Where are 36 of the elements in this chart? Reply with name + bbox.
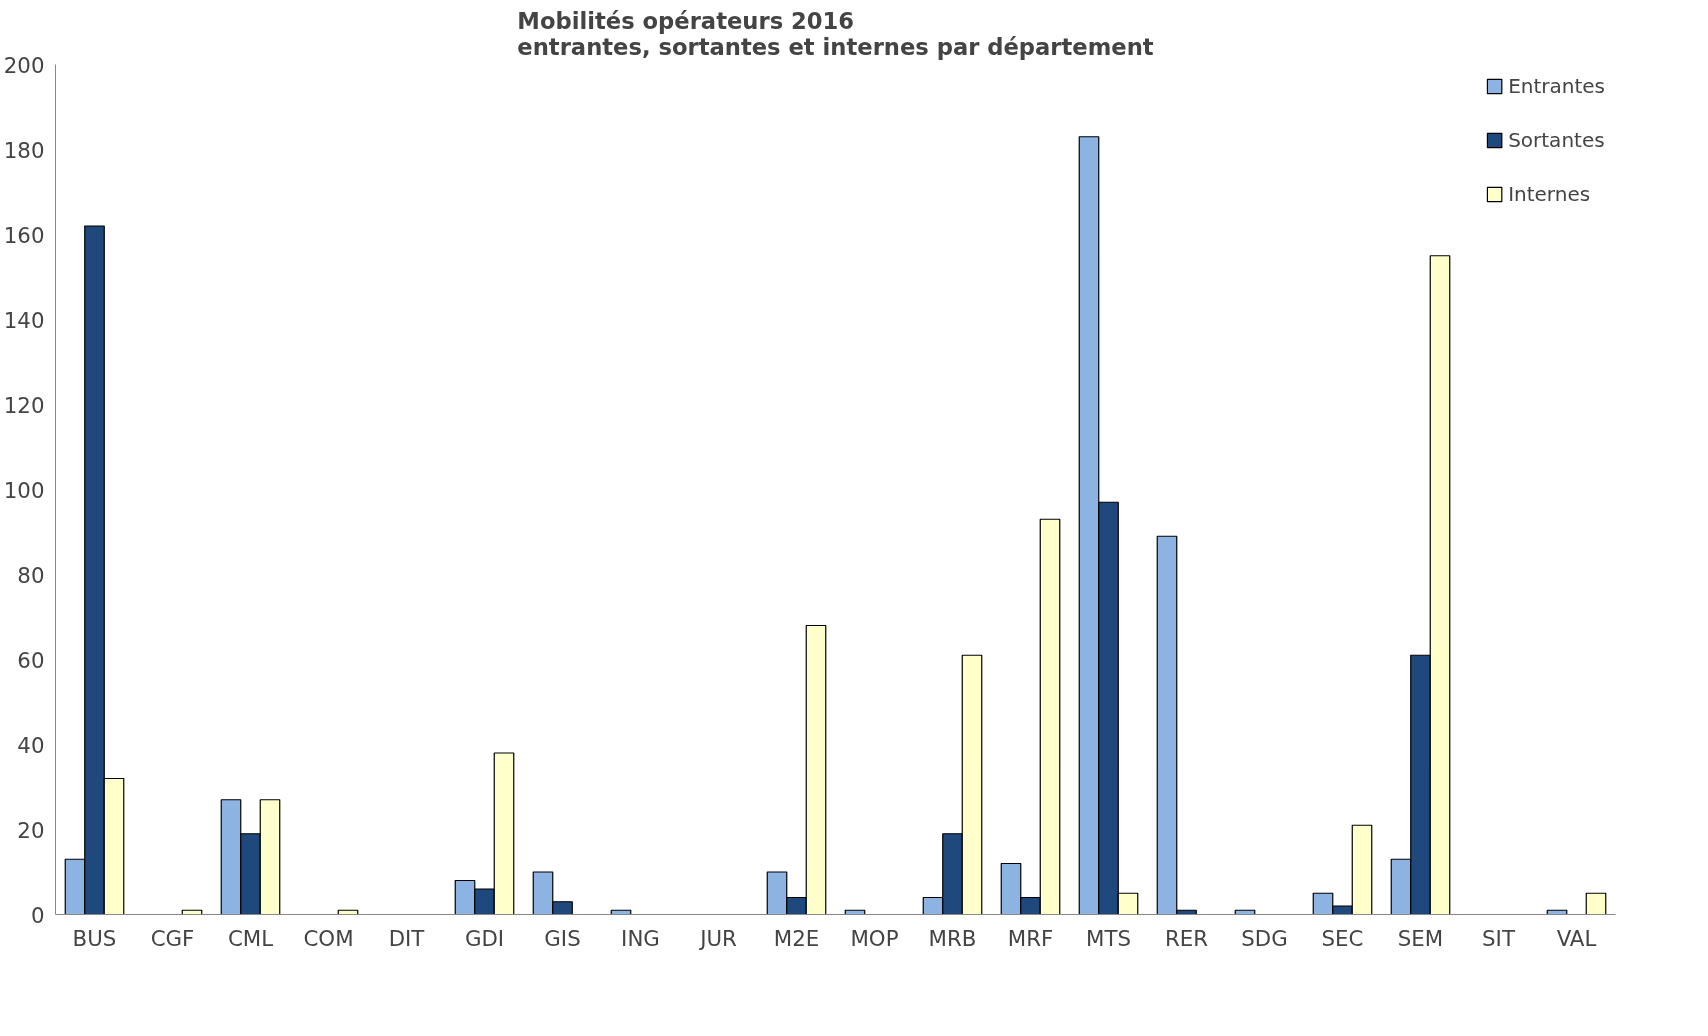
y-tick-label: 100 <box>3 477 45 503</box>
x-tick-label: RER <box>1164 925 1209 951</box>
x-tick-label: COM <box>303 925 354 951</box>
x-tick-label: CML <box>227 925 274 951</box>
bar <box>1585 892 1607 915</box>
x-tick-label: MOP <box>850 925 899 951</box>
x-tick-label: BUS <box>72 925 117 951</box>
x-tick-label: SEC <box>1321 925 1364 951</box>
legend-label: Entrantes <box>1508 74 1605 98</box>
y-tick-label: 160 <box>3 222 45 248</box>
y-tick-label: 20 <box>17 817 45 843</box>
legend-label: Internes <box>1508 182 1591 206</box>
x-tick-label: MRF <box>1007 925 1054 951</box>
chart-title: Mobilités opérateurs 2016 entrantes, sortantes et internes par département <box>517 7 1154 60</box>
x-tick-label: ING <box>621 925 660 951</box>
x-tick-label: GIS <box>544 925 581 951</box>
y-tick-label: 200 <box>3 52 45 78</box>
x-tick-label: VAL <box>1556 925 1597 951</box>
x-tick-label: SDG <box>1241 925 1288 951</box>
y-tick-label: 40 <box>17 732 45 758</box>
y-tick-label: 140 <box>3 307 45 333</box>
x-tick-label: SIT <box>1482 925 1516 951</box>
x-tick-label: JUR <box>698 925 738 951</box>
y-tick-label: 0 <box>30 902 45 928</box>
x-tick-label: MTS <box>1086 925 1131 951</box>
x-tick-label: DIT <box>388 925 426 951</box>
x-tick-label: CGF <box>150 925 195 951</box>
x-tick-label: SEM <box>1397 925 1444 951</box>
y-tick-label: 80 <box>17 562 45 588</box>
y-tick-label: 60 <box>17 647 45 673</box>
x-tick-label: GDI <box>464 925 505 951</box>
y-tick-label: 180 <box>3 137 45 163</box>
x-tick-label: MRB <box>928 925 977 951</box>
x-tick-label: M2E <box>773 925 820 951</box>
legend-label: Sortantes <box>1508 128 1605 152</box>
y-tick-label: 120 <box>3 392 45 418</box>
